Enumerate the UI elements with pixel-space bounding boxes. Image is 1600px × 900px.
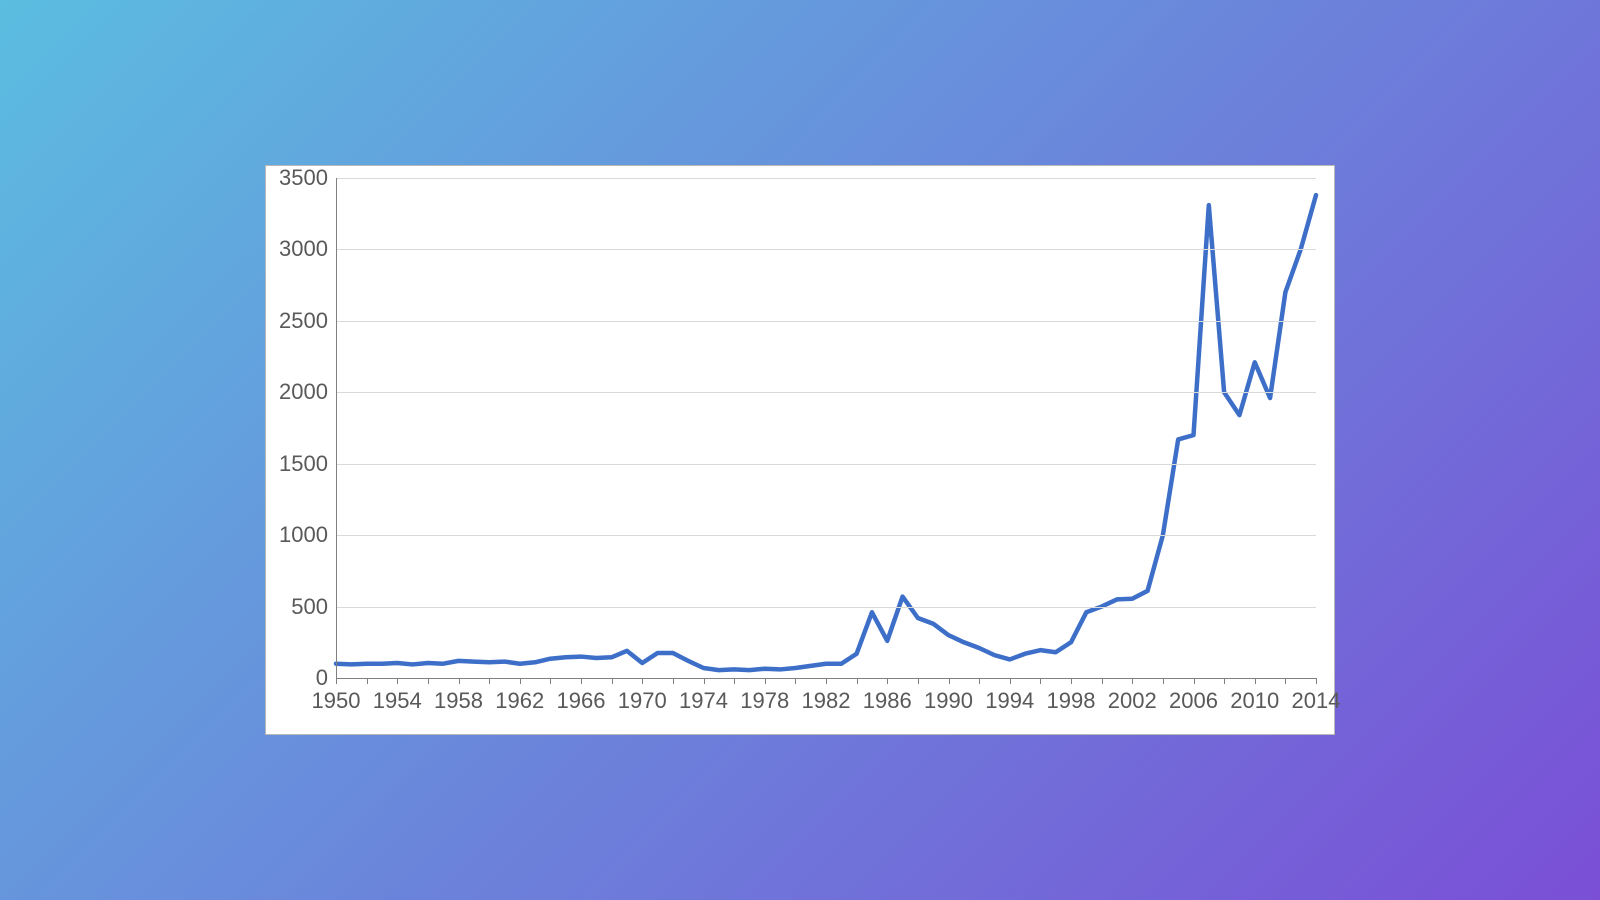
x-tick-label: 1958 xyxy=(434,678,483,714)
x-tick-label: 2010 xyxy=(1230,678,1279,714)
x-axis-tick xyxy=(1163,678,1164,684)
data-series-line xyxy=(336,195,1316,670)
x-axis-tick xyxy=(550,678,551,684)
line-chart-svg xyxy=(336,178,1316,678)
y-gridline xyxy=(336,321,1316,322)
y-tick-label: 1500 xyxy=(279,451,336,477)
x-tick-label: 1962 xyxy=(495,678,544,714)
y-gridline xyxy=(336,249,1316,250)
x-tick-label: 2006 xyxy=(1169,678,1218,714)
x-axis-tick xyxy=(1224,678,1225,684)
x-axis-tick xyxy=(367,678,368,684)
chart-card: 0500100015002000250030003500195019541958… xyxy=(265,165,1335,735)
x-tick-label: 2002 xyxy=(1108,678,1157,714)
y-tick-label: 1000 xyxy=(279,522,336,548)
x-tick-label: 1970 xyxy=(618,678,667,714)
x-axis-tick xyxy=(1285,678,1286,684)
y-tick-label: 3500 xyxy=(279,165,336,191)
y-gridline xyxy=(336,607,1316,608)
x-tick-label: 2014 xyxy=(1292,678,1341,714)
x-tick-label: 1998 xyxy=(1047,678,1096,714)
x-axis-tick xyxy=(734,678,735,684)
x-axis-tick xyxy=(428,678,429,684)
x-tick-label: 1982 xyxy=(802,678,851,714)
y-tick-label: 500 xyxy=(291,594,336,620)
plot-area: 0500100015002000250030003500195019541958… xyxy=(336,178,1316,678)
x-axis-tick xyxy=(857,678,858,684)
x-tick-label: 1978 xyxy=(740,678,789,714)
x-axis-tick xyxy=(1102,678,1103,684)
y-gridline xyxy=(336,464,1316,465)
x-axis-tick xyxy=(918,678,919,684)
y-tick-label: 2000 xyxy=(279,379,336,405)
x-tick-label: 1950 xyxy=(312,678,361,714)
page-backdrop: 0500100015002000250030003500195019541958… xyxy=(0,0,1600,900)
x-tick-label: 1986 xyxy=(863,678,912,714)
y-gridline xyxy=(336,178,1316,179)
x-axis-tick xyxy=(979,678,980,684)
y-tick-label: 2500 xyxy=(279,308,336,334)
y-gridline xyxy=(336,392,1316,393)
x-tick-label: 1954 xyxy=(373,678,422,714)
x-tick-label: 1966 xyxy=(557,678,606,714)
x-tick-label: 1974 xyxy=(679,678,728,714)
x-axis-tick xyxy=(489,678,490,684)
x-axis-tick xyxy=(1040,678,1041,684)
x-tick-label: 1990 xyxy=(924,678,973,714)
y-tick-label: 3000 xyxy=(279,236,336,262)
y-gridline xyxy=(336,535,1316,536)
x-tick-label: 1994 xyxy=(985,678,1034,714)
x-axis-tick xyxy=(795,678,796,684)
x-axis-tick xyxy=(673,678,674,684)
x-axis-tick xyxy=(612,678,613,684)
y-axis-line xyxy=(336,178,337,678)
